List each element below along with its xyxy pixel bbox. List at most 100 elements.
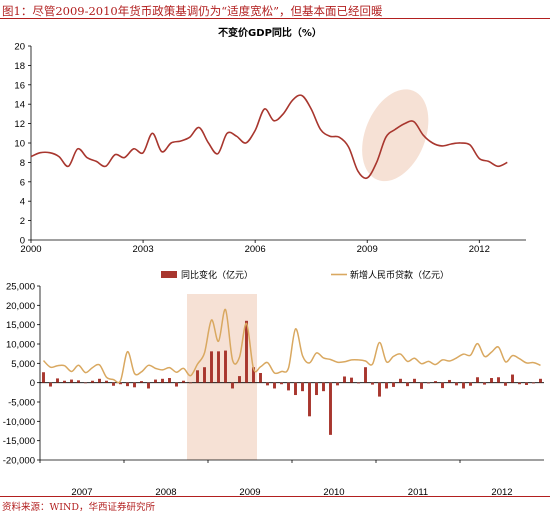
gdp-series-line bbox=[30, 94, 508, 180]
yoy-change-bar bbox=[336, 382, 339, 386]
y-tick-label: 8 bbox=[20, 158, 25, 169]
y-tick-label: -10,000 bbox=[3, 417, 35, 428]
y-tick-label: -5,000 bbox=[8, 398, 35, 409]
yoy-change-bar bbox=[385, 382, 388, 389]
yoy-change-bar bbox=[252, 367, 255, 383]
yoy-change-bar bbox=[273, 382, 276, 389]
yoy-change-bar bbox=[168, 378, 171, 383]
yoy-change-bar bbox=[238, 376, 241, 383]
yoy-change-bar bbox=[476, 377, 479, 383]
y-tick-label: 0 bbox=[20, 236, 25, 247]
yoy-change-bar bbox=[322, 382, 325, 392]
yoy-change-bar bbox=[245, 320, 248, 383]
yoy-change-bar bbox=[392, 382, 395, 387]
yoy-change-bar bbox=[441, 382, 444, 389]
yoy-change-bar bbox=[497, 377, 500, 383]
yoy-change-bar bbox=[42, 372, 45, 383]
y-tick-label: 0 bbox=[30, 378, 35, 389]
y-tick-label: 12 bbox=[14, 119, 25, 130]
yoy-change-bar bbox=[280, 382, 283, 385]
yoy-change-bar bbox=[427, 382, 430, 384]
y-tick-label: 4 bbox=[20, 197, 25, 208]
yoy-change-bar bbox=[203, 367, 206, 383]
yoy-change-bar bbox=[399, 378, 402, 383]
yoy-change-bar bbox=[539, 378, 542, 383]
yoy-change-bar bbox=[147, 382, 150, 389]
yoy-change-bar bbox=[63, 380, 66, 383]
yoy-change-bar bbox=[119, 382, 122, 385]
x-tick-label: 2009 bbox=[239, 487, 260, 496]
figure-title: 图1：尽管2009-2010年货币政策基调仍为“适度宽松”，但基本面已经回暖 bbox=[2, 4, 383, 18]
y-tick-label: 10,000 bbox=[6, 340, 35, 351]
yoy-change-bar bbox=[413, 378, 416, 383]
yoy-change-bar bbox=[224, 350, 227, 383]
yoy-change-bar bbox=[329, 382, 332, 435]
x-tick-label: 2012 bbox=[491, 487, 512, 496]
yoy-change-bar bbox=[161, 378, 164, 383]
yoy-change-bar bbox=[455, 382, 458, 386]
yoy-change-bar bbox=[70, 379, 73, 383]
yoy-change-bar bbox=[112, 382, 115, 386]
yoy-change-bar bbox=[315, 382, 318, 396]
yoy-change-bar bbox=[357, 382, 360, 384]
y-tick-label: 18 bbox=[14, 61, 25, 72]
yoy-change-bar bbox=[483, 382, 486, 385]
yoy-change-bar bbox=[133, 382, 136, 388]
yoy-change-bar bbox=[140, 381, 143, 383]
yoy-change-bar bbox=[98, 378, 101, 383]
x-tick-label: 2003 bbox=[133, 244, 154, 255]
source-note: 资料来源：WIND，华西证券研究所 bbox=[2, 502, 155, 513]
gdp-line-chart: 不变价GDP同比（%） 0 2 4 6 8 10 12 14 16 18 20 2000 2003 200… bbox=[14, 26, 526, 255]
legend-line-label: 新增人民币贷款（亿元） bbox=[350, 269, 449, 281]
yoy-change-bar bbox=[259, 373, 262, 383]
yoy-change-bar bbox=[371, 382, 374, 385]
y-tick-label: 20,000 bbox=[6, 301, 35, 312]
y-tick-label: 2 bbox=[20, 216, 25, 227]
yoy-change-bar bbox=[294, 382, 297, 396]
yoy-change-bar bbox=[434, 381, 437, 383]
yoy-change-bar bbox=[189, 382, 192, 384]
yoy-change-bar bbox=[287, 382, 290, 391]
x-tick-label: 2006 bbox=[245, 244, 266, 255]
yoy-change-bar bbox=[448, 379, 451, 383]
yoy-change-bar bbox=[469, 382, 472, 386]
yoy-change-bar bbox=[518, 382, 521, 385]
legend-bar-swatch bbox=[161, 271, 177, 278]
yoy-change-bar bbox=[525, 382, 528, 385]
yoy-change-bar bbox=[77, 380, 80, 383]
yoy-change-bar bbox=[91, 380, 94, 383]
yoy-change-bar bbox=[364, 367, 367, 383]
x-tick-label: 2000 bbox=[20, 244, 41, 255]
yoy-change-bar bbox=[462, 382, 465, 389]
yoy-change-bar bbox=[217, 351, 220, 383]
y-tick-label: 6 bbox=[20, 177, 25, 188]
yoy-change-bar bbox=[196, 370, 199, 383]
yoy-change-bar bbox=[154, 379, 157, 383]
y-tick-label: 14 bbox=[14, 100, 25, 111]
yoy-change-bar bbox=[511, 374, 514, 383]
x-tick-label: 2011 bbox=[408, 487, 428, 496]
y-tick-label: 25,000 bbox=[6, 282, 35, 293]
yoy-change-bar bbox=[350, 377, 353, 383]
y-tick-label: -15,000 bbox=[3, 436, 35, 447]
yoy-change-bar bbox=[343, 376, 346, 383]
gdp-chart-title: 不变价GDP同比（%） bbox=[218, 26, 322, 39]
yoy-change-bar bbox=[504, 382, 507, 386]
yoy-change-bar bbox=[49, 382, 52, 387]
new-loans-line bbox=[42, 308, 541, 384]
yoy-change-bar bbox=[301, 382, 304, 392]
x-tick-label: 2012 bbox=[469, 244, 490, 255]
yoy-change-bar bbox=[420, 382, 423, 389]
yoy-change-bar bbox=[210, 351, 213, 383]
yoy-change-bar bbox=[406, 382, 409, 387]
source-rule bbox=[0, 496, 550, 497]
yoy-change-bar bbox=[56, 378, 59, 383]
x-tick-label: 2007 bbox=[71, 487, 92, 496]
yoy-change-bar bbox=[105, 380, 108, 383]
legend-bar-label: 同比变化（亿元） bbox=[181, 269, 253, 281]
yoy-change-bar bbox=[182, 380, 185, 383]
yoy-change-bar bbox=[490, 378, 493, 383]
y-tick-label: 16 bbox=[14, 80, 25, 91]
x-tick-label: 2008 bbox=[155, 487, 176, 496]
yoy-change-bar bbox=[266, 382, 269, 386]
